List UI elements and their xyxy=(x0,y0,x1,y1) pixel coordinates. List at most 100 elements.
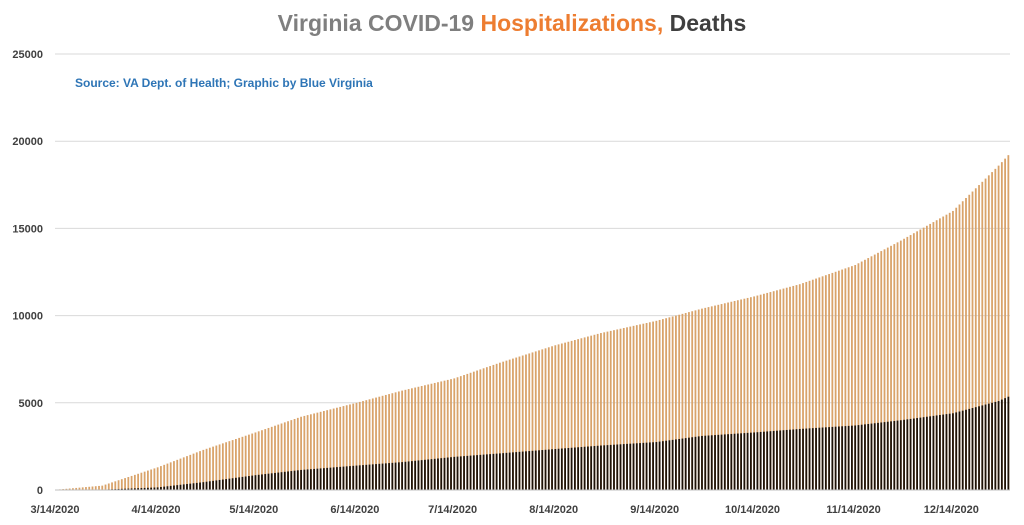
deaths-bar xyxy=(189,483,192,490)
hospitalizations-bar xyxy=(681,313,684,490)
hospitalizations-bar xyxy=(792,285,795,490)
title-part-hospitalizations: Hospitalizations, xyxy=(480,10,663,36)
deaths-bar xyxy=(313,468,316,490)
deaths-bar xyxy=(645,442,648,490)
deaths-bar xyxy=(818,427,821,490)
hospitalizations-bar xyxy=(218,444,221,490)
hospitalizations-bar xyxy=(371,398,374,490)
hospitalizations-bar xyxy=(854,265,857,490)
deaths-bar xyxy=(489,454,492,490)
deaths-bar xyxy=(626,443,628,490)
deaths-bar xyxy=(300,469,302,490)
hospitalizations-bar xyxy=(668,317,671,490)
hospitalizations-bar xyxy=(192,453,195,490)
deaths-bar xyxy=(668,440,671,490)
hospitalizations-bar xyxy=(153,468,156,490)
deaths-bar xyxy=(345,466,348,490)
hospitalizations-bar xyxy=(316,412,319,490)
deaths-bar xyxy=(782,430,785,490)
hospitalizations-bar xyxy=(573,340,576,490)
hospitalizations-bar xyxy=(560,343,563,490)
hospitalizations-bar xyxy=(453,378,456,490)
hospitalizations-bar xyxy=(733,300,736,490)
hospitalizations-bar xyxy=(821,276,824,490)
hospitalizations-bar xyxy=(675,315,677,490)
deaths-bar xyxy=(958,411,961,490)
deaths-bar xyxy=(248,476,250,490)
hospitalizations-bar xyxy=(958,204,961,491)
deaths-bar xyxy=(587,446,589,490)
deaths-bar xyxy=(600,445,602,490)
deaths-bar xyxy=(743,433,746,490)
deaths-bar xyxy=(763,431,765,490)
deaths-bar xyxy=(841,426,844,490)
deaths-bar xyxy=(984,404,987,490)
hospitalizations-bar xyxy=(776,290,778,490)
deaths-bar xyxy=(1004,398,1006,490)
hospitalizations-bar xyxy=(906,236,909,490)
y-tick-label: 25000 xyxy=(12,49,43,61)
deaths-bar xyxy=(772,430,775,490)
y-axis-tick-labels: 0 5000 10000 15000 20000 25000 xyxy=(12,49,43,497)
hospitalizations-bar xyxy=(567,341,570,490)
deaths-bar xyxy=(717,434,720,490)
deaths-bar xyxy=(1000,399,1003,490)
hospitalizations-bar xyxy=(652,321,654,490)
hospitalizations-bar xyxy=(479,369,482,490)
deaths-bar xyxy=(381,463,384,490)
hospitalizations-bar xyxy=(994,168,997,490)
hospitalizations-bar xyxy=(864,259,866,490)
deaths-bar xyxy=(802,428,804,490)
deaths-bar xyxy=(440,458,443,490)
deaths-bar xyxy=(811,428,814,490)
hospitalizations-bar xyxy=(309,414,312,490)
hospitalizations-bar xyxy=(557,344,560,490)
hospitalizations-bar xyxy=(120,479,123,490)
deaths-bar xyxy=(756,432,759,490)
hospitalizations-bar xyxy=(160,466,162,490)
hospitalizations-bar xyxy=(205,448,208,490)
deaths-bar xyxy=(961,410,964,490)
deaths-bar xyxy=(329,467,332,490)
y-tick-label: 20000 xyxy=(12,136,43,148)
y-tick-label: 0 xyxy=(37,485,43,497)
deaths-bar xyxy=(697,436,700,490)
deaths-bar xyxy=(362,465,364,490)
deaths-bar xyxy=(551,449,553,490)
hospitalizations-bar xyxy=(697,309,700,490)
hospitalizations-bar xyxy=(450,379,452,490)
hospitalizations-bar xyxy=(815,278,817,490)
deaths-bar xyxy=(378,463,381,490)
hospitalizations-bar xyxy=(789,286,791,490)
deaths-bar xyxy=(691,437,694,490)
hospitalizations-bar xyxy=(65,488,68,490)
deaths-bar xyxy=(779,430,782,490)
hospitalizations-bar xyxy=(137,473,140,490)
hospitalizations-bar xyxy=(912,233,915,490)
deaths-bar xyxy=(854,425,857,490)
deaths-bar xyxy=(368,464,371,490)
deaths-bar xyxy=(332,467,335,490)
hospitalizations-bar xyxy=(133,474,136,490)
deaths-bar xyxy=(798,428,801,490)
deaths-bar xyxy=(287,471,289,490)
hospitalizations-bar xyxy=(707,307,710,490)
deaths-bar xyxy=(828,427,830,490)
hospitalizations-bar xyxy=(587,336,589,490)
deaths-bar xyxy=(952,413,954,490)
hospitalizations-bar xyxy=(140,472,143,490)
hospitalizations-bar xyxy=(166,463,169,490)
x-tick-label: 11/14/2020 xyxy=(826,504,880,516)
hospitalizations-bar xyxy=(397,391,400,490)
deaths-bar xyxy=(137,488,140,490)
hospitalizations-bar xyxy=(577,339,580,490)
deaths-bar xyxy=(945,414,948,490)
deaths-bar xyxy=(704,435,707,490)
hospitalizations-bar xyxy=(893,244,896,490)
hospitalizations-bar xyxy=(345,405,348,490)
deaths-bar xyxy=(955,412,958,490)
deaths-bar xyxy=(593,446,596,490)
hospitalizations-bar xyxy=(283,422,286,490)
deaths-bar xyxy=(163,486,166,490)
hospitalizations-bar xyxy=(987,175,990,490)
